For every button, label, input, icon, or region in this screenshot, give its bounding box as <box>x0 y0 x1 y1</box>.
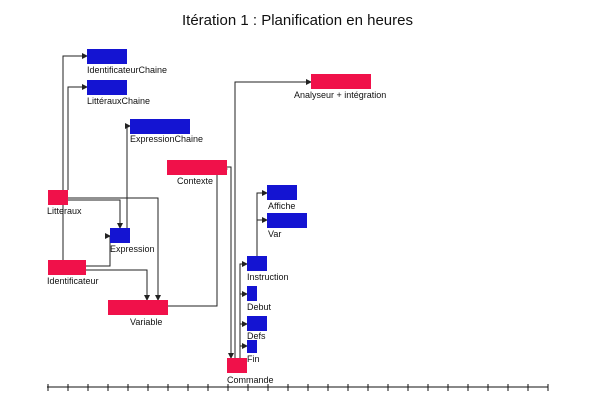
task-bar-debut <box>247 286 257 301</box>
connector-commande-to-analyseur <box>234 79 312 358</box>
task-bar-commande <box>227 358 247 373</box>
task-label-identificateur: Identificateur <box>47 276 99 286</box>
task-label-affiche: Affiche <box>268 201 295 211</box>
task-label-defs: Defs <box>247 331 266 341</box>
diagram-title: Itération 1 : Planification en heures <box>182 12 413 29</box>
task-labels: IdentificateurChaine LittérauxChaine Expre… <box>47 65 386 385</box>
connector-identificateur-to-variable <box>86 269 150 301</box>
task-bar-litteraux <box>48 190 68 205</box>
connector-identificateur-to-expression <box>86 235 113 267</box>
task-label-fin: Fin <box>247 354 260 364</box>
task-label-analyseur: Analyseur + intégration <box>294 90 386 100</box>
connector-expression-to-expressionchaine <box>125 123 131 228</box>
task-label-instruction: Instruction <box>247 272 289 282</box>
task-bar-instruction <box>247 256 267 271</box>
connector-instruction-to-var <box>256 217 268 256</box>
task-bar-identificateurchaine <box>87 49 127 64</box>
task-bar-expressionchaine <box>130 119 190 134</box>
task-bar-var <box>267 213 307 228</box>
task-label-litteraux: Litteraux <box>47 206 82 216</box>
task-bar-expression <box>110 228 130 243</box>
task-bars <box>48 49 371 373</box>
task-bar-affiche <box>267 185 297 200</box>
task-bar-variable <box>108 300 168 315</box>
task-bar-defs <box>247 316 267 331</box>
task-bar-analyseur <box>311 74 371 89</box>
task-label-commande: Commande <box>227 375 274 385</box>
connector-litteraux-to-expression <box>68 199 123 229</box>
task-bar-contexte <box>167 160 227 175</box>
task-label-contexte: Contexte <box>177 176 213 186</box>
task-label-debut: Debut <box>247 302 272 312</box>
task-bar-identificateur <box>48 260 86 275</box>
task-label-variable: Variable <box>130 317 162 327</box>
task-label-expression: Expression <box>110 244 155 254</box>
connector-contexte-to-commande <box>227 166 234 359</box>
connector-variable-to-contexte <box>168 166 228 307</box>
time-axis <box>47 384 549 391</box>
connector-litteraux-to-litterauxchaine <box>67 84 88 190</box>
task-label-var: Var <box>268 229 281 239</box>
task-label-expressionchaine: ExpressionChaine <box>130 134 203 144</box>
task-label-litterauxchaine: LittérauxChaine <box>87 96 150 106</box>
task-label-identificateurchaine: IdentificateurChaine <box>87 65 167 75</box>
task-bar-litterauxchaine <box>87 80 127 95</box>
task-bar-fin <box>247 340 257 353</box>
connector-commande-to-instruction <box>239 261 248 358</box>
dependency-connectors <box>62 53 312 359</box>
connector-litteraux-to-variable <box>68 197 161 301</box>
connector-instruction-to-affiche <box>256 190 268 256</box>
